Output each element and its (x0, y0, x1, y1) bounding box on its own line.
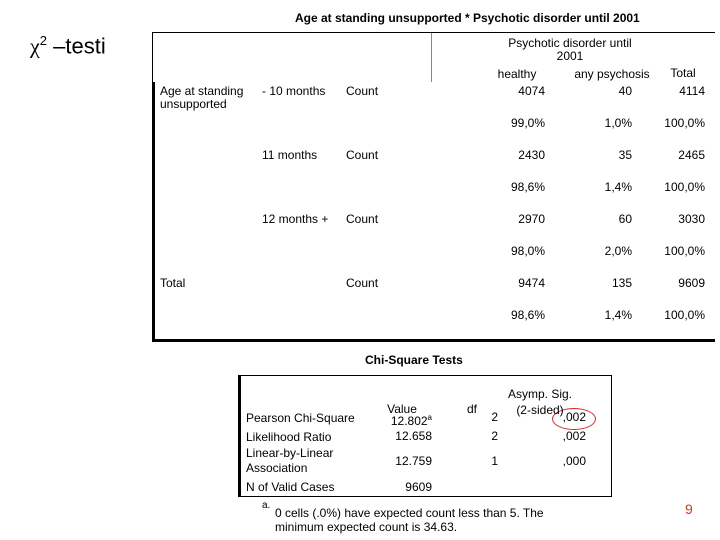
count-cell: 3030 (678, 212, 705, 226)
statistic-label: Count (346, 84, 379, 98)
crosstab-frame (152, 32, 715, 342)
column-header: Total (670, 66, 696, 80)
chi-sig: ,002 (562, 410, 586, 424)
count-cell: 2465 (678, 148, 705, 162)
percent-cell: 1,4% (604, 180, 632, 194)
value-note: a (427, 413, 432, 422)
count-cell: 4114 (679, 84, 705, 98)
statistic-label: Count (346, 276, 379, 290)
column-header: any psychosis (574, 67, 650, 81)
chi-value-number: 12.658 (395, 429, 432, 443)
count-cell: 135 (611, 276, 632, 290)
crosstab-corner (153, 33, 432, 82)
chi-value: 9609 (380, 481, 432, 494)
chi-value-number: 9609 (405, 480, 432, 494)
percent-cell: 1,0% (604, 116, 632, 130)
chi-df: 2 (491, 410, 498, 424)
count-cell: 9474 (518, 276, 545, 290)
row-label: - 10 months (262, 84, 326, 98)
chi-df: 2 (491, 429, 498, 443)
superscript: 2 (39, 33, 47, 48)
percent-cell: 100,0% (664, 244, 705, 258)
row-label: 12 months + (262, 212, 329, 226)
chi-symbol: χ (30, 33, 40, 59)
chi-sig: ,000 (562, 454, 586, 468)
count-cell: 2430 (518, 148, 545, 162)
count-cell: 35 (618, 148, 632, 162)
row-group: Age at standing unsupported (160, 84, 244, 111)
crosstab-title: Age at standing unsupported * Psychotic … (295, 11, 640, 25)
percent-cell: 98,0% (510, 244, 545, 258)
footnote: 0 cells (.0%) have expected count less t… (275, 506, 544, 534)
slide-title: χ2 –testi (30, 28, 106, 59)
chi-df: 1 (491, 454, 498, 468)
chi-value: 12.759 (380, 455, 432, 468)
page-number: 9 (685, 501, 693, 517)
percent-cell: 1,4% (604, 308, 632, 322)
chi-sig: ,002 (562, 429, 586, 443)
percent-cell: 2,0% (604, 244, 632, 258)
chi-value-number: 12.759 (395, 454, 432, 468)
column-group: Psychotic disorder until 2001 (508, 36, 632, 63)
percent-cell: 98,6% (510, 308, 545, 322)
title-text: –testi (53, 33, 106, 59)
chi-value: 12.658 (380, 430, 432, 443)
chi-header: df (466, 402, 477, 416)
chi-header: Value (387, 402, 417, 416)
percent-cell: 99,0% (510, 116, 545, 130)
row-label: Total (160, 276, 186, 290)
chi-row-label: Pearson Chi-Square (246, 411, 355, 425)
chi-square-title: Chi-Square Tests (365, 353, 463, 367)
count-cell: 2970 (518, 212, 545, 226)
statistic-label: Count (346, 212, 379, 226)
count-cell: 40 (618, 84, 632, 98)
count-cell: 4074 (518, 84, 545, 98)
count-cell: 9609 (678, 276, 705, 290)
chi-value-number: 12.802 (390, 414, 428, 428)
chi-value: 12.802a (380, 411, 432, 428)
chi-header: Asymp. Sig. (2-sided) (507, 387, 573, 417)
chi-square-frame (238, 375, 612, 497)
percent-cell: 100,0% (664, 116, 705, 130)
column-header: healthy (497, 67, 537, 81)
chi-row-label: N of Valid Cases (246, 480, 335, 494)
percent-cell: 100,0% (664, 180, 705, 194)
percent-cell: 98,6% (510, 180, 545, 194)
count-cell: 60 (618, 212, 632, 226)
highlight-ellipse (552, 408, 596, 430)
row-label: 11 months (262, 148, 318, 162)
chi-row-label: Linear-by-Linear Association (246, 446, 334, 475)
statistic-label: Count (346, 148, 379, 162)
footnote-marker: a. (262, 500, 271, 511)
chi-row-label: Likelihood Ratio (246, 430, 332, 444)
percent-cell: 100,0% (664, 308, 705, 322)
